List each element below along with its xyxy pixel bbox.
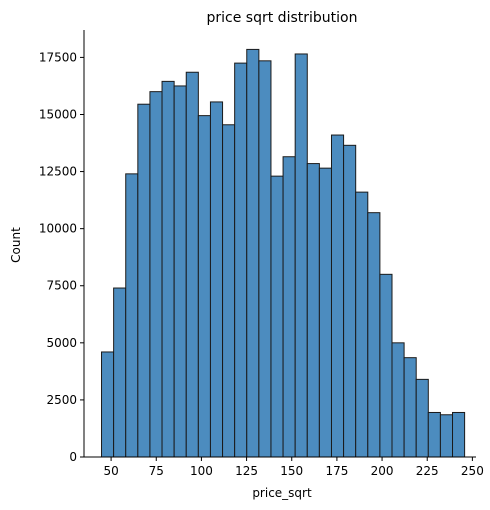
histogram-bar — [427, 411, 441, 458]
histogram-bar — [330, 134, 345, 458]
x-tick-label: 175 — [325, 464, 348, 478]
histogram-bar — [161, 80, 175, 458]
y-tick-label: 12500 — [39, 165, 77, 179]
histogram-bar — [367, 212, 381, 458]
histogram-bar — [234, 62, 248, 458]
histogram-bar — [355, 191, 369, 458]
x-tick-label: 75 — [149, 464, 164, 478]
histogram-bar — [343, 144, 357, 458]
histogram-bar — [391, 342, 405, 458]
histogram-bar — [294, 53, 308, 458]
histogram-bar — [185, 71, 199, 458]
y-axis-title: Count — [9, 227, 23, 263]
histogram-bar — [318, 167, 332, 458]
y-tick-label: 17500 — [39, 50, 77, 64]
y-tick-label: 2500 — [46, 393, 77, 407]
x-tick-label: 150 — [280, 464, 303, 478]
x-tick-label: 100 — [190, 464, 213, 478]
y-tick-label: 10000 — [39, 222, 77, 236]
y-tick-label: 7500 — [46, 279, 77, 293]
histogram-bar — [197, 115, 211, 458]
x-tick-label: 250 — [461, 464, 484, 478]
x-tick-label: 125 — [235, 464, 258, 478]
histogram-bar — [439, 414, 454, 458]
histogram-bar — [222, 124, 236, 458]
histogram-bar — [452, 411, 466, 458]
x-tick-label: 50 — [103, 464, 118, 478]
histogram-bar — [306, 163, 320, 458]
histogram-bar — [101, 351, 115, 458]
histogram-bar — [137, 103, 151, 458]
chart-title: price sqrt distribution — [207, 10, 358, 26]
y-tick-label: 0 — [69, 450, 77, 464]
histogram-bar — [149, 91, 163, 458]
histogram-bar — [246, 48, 260, 458]
x-tick-label: 225 — [416, 464, 439, 478]
histogram-bar — [415, 378, 429, 458]
histogram-bar — [173, 85, 187, 458]
bars-group — [101, 48, 466, 458]
histogram-bar — [403, 357, 417, 458]
histogram-bar — [282, 156, 296, 458]
histogram-bar — [209, 101, 224, 458]
histogram-bar — [125, 173, 139, 458]
y-tick-label: 15000 — [39, 107, 77, 121]
histogram-bar — [270, 175, 284, 458]
x-axis-title: price_sqrt — [252, 486, 312, 500]
x-tick-label: 200 — [371, 464, 394, 478]
histogram-bar — [379, 273, 393, 458]
y-tick-label: 5000 — [46, 336, 77, 350]
histogram-bar — [113, 287, 127, 458]
axes-group: 50 75 100 125 150 175 200 225 250025005000750010… — [39, 30, 484, 478]
histogram-bar — [258, 60, 272, 458]
